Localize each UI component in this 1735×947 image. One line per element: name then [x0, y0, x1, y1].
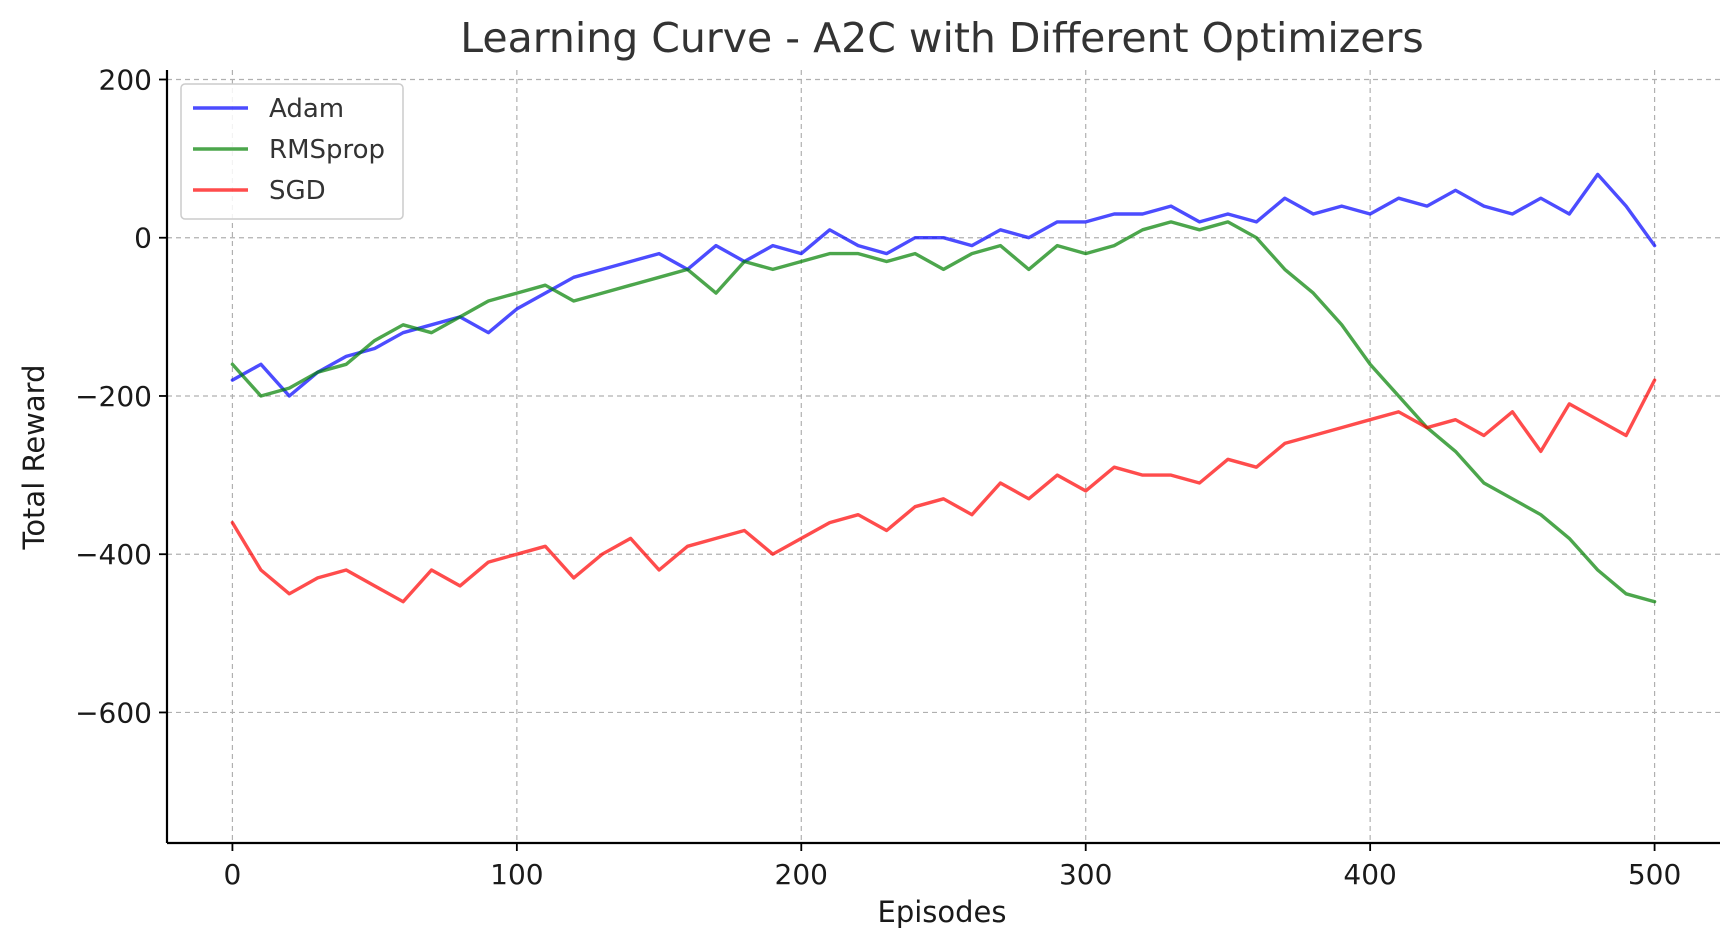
legend-frame — [180, 83, 404, 220]
y-tick-label: −600 — [75, 696, 152, 729]
x-tick-label: 0 — [224, 858, 242, 891]
y-axis-label: Total Reward — [17, 365, 51, 551]
x-tick-label: 400 — [1343, 858, 1396, 891]
x-tick-label: 200 — [775, 858, 828, 891]
tick-labels: 0 100 200 300 400 500 200 0 −200 −400 −600 — [75, 63, 1681, 891]
chart-title: Learning Curve - A2C with Different Opti… — [460, 14, 1423, 62]
x-axis-label: Episodes — [878, 895, 1007, 929]
legend-label-adam: Adam — [269, 94, 344, 124]
series-lines — [230, 172, 1657, 604]
x-tick-label: 500 — [1628, 858, 1681, 891]
series-line-rmsprop — [230, 220, 1657, 604]
legend-label-sgd: SGD — [269, 176, 326, 206]
x-tick-label: 100 — [490, 858, 543, 891]
y-tick-label: 200 — [99, 63, 152, 96]
x-tick-label: 300 — [1059, 858, 1112, 891]
y-tick-label: −400 — [75, 538, 152, 571]
series-line-adam — [230, 172, 1657, 398]
y-tick-label: −200 — [75, 380, 152, 413]
legend-label-rmsprop: RMSprop — [269, 135, 385, 165]
y-tick-label: 0 — [134, 222, 152, 255]
legend: Adam RMSprop SGD — [180, 83, 404, 220]
axes — [159, 70, 1720, 851]
series-line-sgd — [230, 378, 1657, 604]
